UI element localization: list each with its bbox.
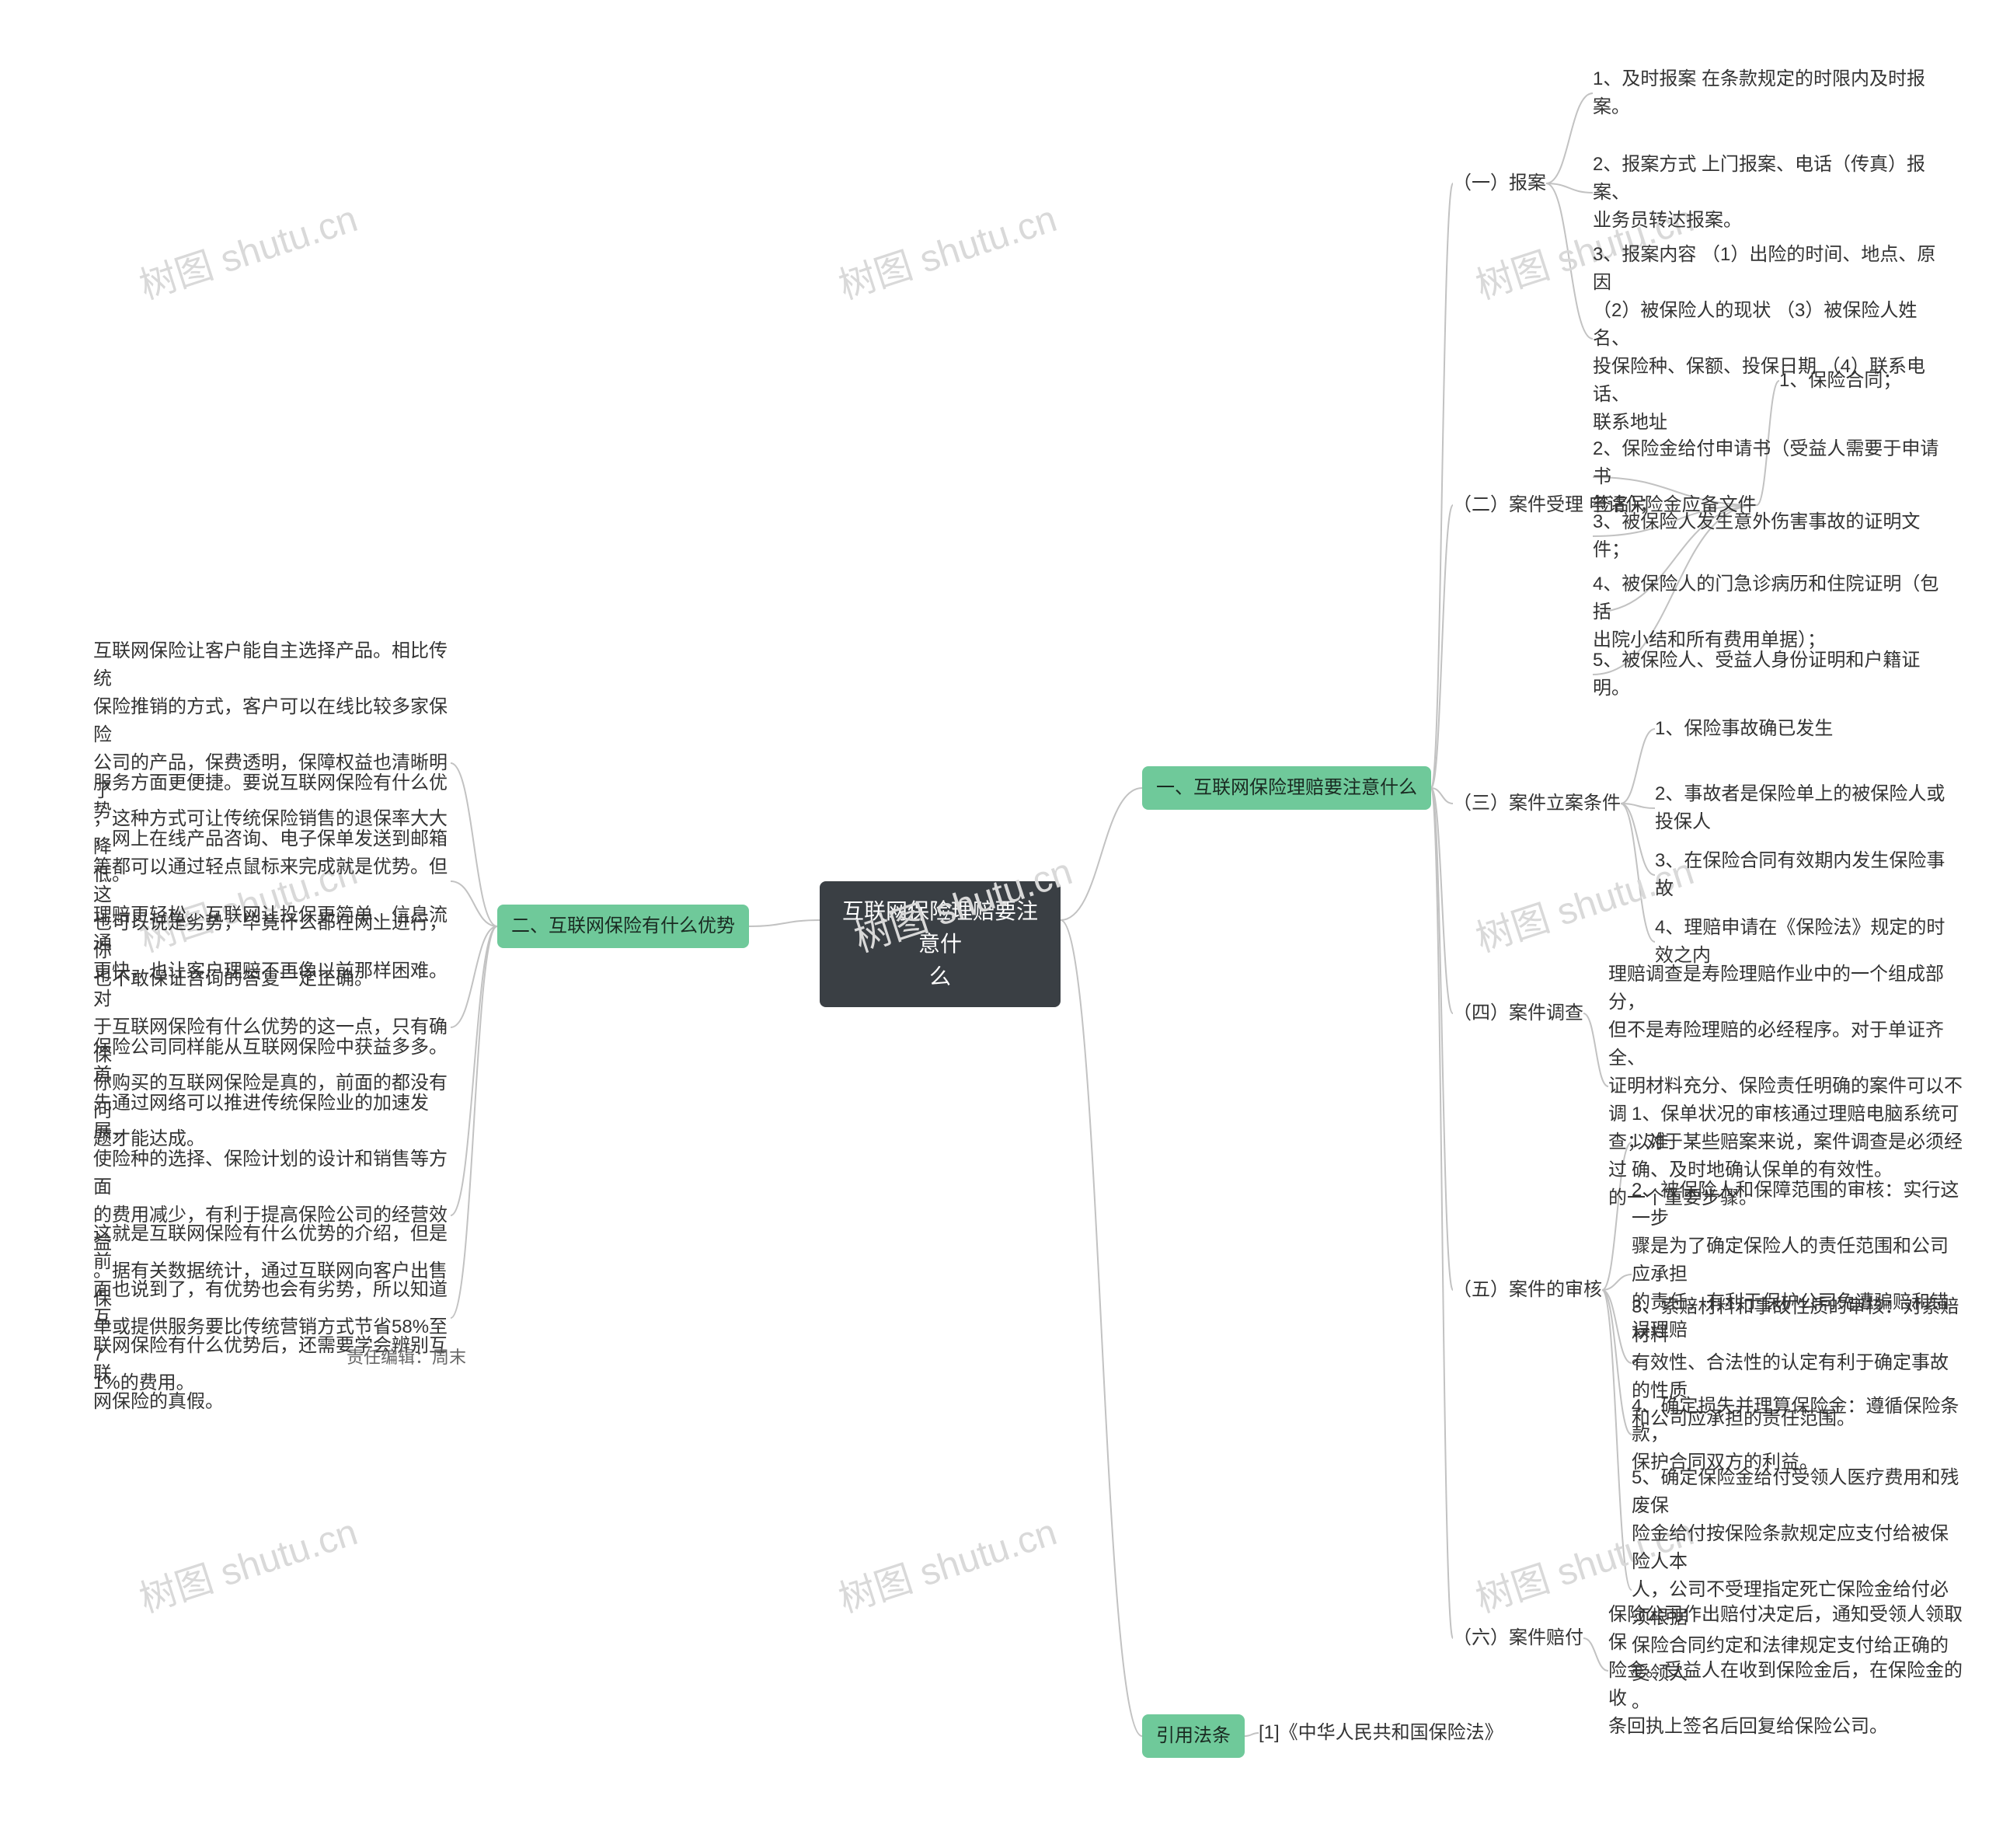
b1-3-leaf-0: 1、保险事故确已发生	[1655, 712, 1950, 746]
b3: 引用法条	[1142, 1714, 1245, 1758]
b2: 二、互联网保险有什么优势	[497, 905, 749, 948]
b1-2-leaf-4: 5、被保险人、受益人身份证明和户籍证明。	[1593, 643, 1950, 706]
watermark-1: 树图 shutu.cn	[831, 188, 1062, 309]
b2-leaf-4: 这就是互联网保险有什么优势的介绍，但是前 面也说到了，有优势也会有劣势，所以知道…	[93, 1217, 451, 1419]
b1: 一、互联网保险理赔要注意什么	[1142, 766, 1431, 810]
b1-3: （三）案件立案条件	[1453, 786, 1621, 821]
b1-2-leaf-0: 1、保险合同；	[1779, 364, 1966, 398]
b1-6-leaf-0: 保险公司作出赔付决定后，通知受领人领取保 险金。受益人在收到保险金后，在保险金的…	[1608, 1598, 1966, 1744]
b3-leaf-0: [1]《中华人民共和国保险法》	[1259, 1716, 1538, 1750]
b1-1: （一）报案	[1453, 166, 1546, 200]
b1-5: （五）案件的审核	[1453, 1273, 1602, 1307]
watermark-6: 树图 shutu.cn	[131, 1501, 363, 1623]
b1-1-leaf-1: 2、报案方式 上门报案、电话（传真）报案、 业务员转达报案。	[1593, 148, 1950, 238]
watermark-0: 树图 shutu.cn	[131, 188, 363, 309]
root-node: 互联网保险理赔要注意什 么	[820, 881, 1061, 1007]
b1-6: （六）案件赔付	[1453, 1621, 1583, 1655]
b1-2-leaf-2: 3、被保险人发生意外伤害事故的证明文件；	[1593, 505, 1950, 567]
b1-1-leaf-0: 1、及时报案 在条款规定的时限内及时报案。	[1593, 62, 1950, 124]
b1-3-leaf-1: 2、事故者是保险单上的被保险人或投保人	[1655, 777, 1950, 839]
watermark-7: 树图 shutu.cn	[831, 1501, 1062, 1623]
b1-3-leaf-2: 3、在保险合同有效期内发生保险事故	[1655, 844, 1950, 906]
b1-1-leaf-2: 3、报案内容 （1）出险的时间、地点、原因 （2）被保险人的现状 （3）被保险人…	[1593, 238, 1950, 440]
editor-credit: 责任编辑：周末	[334, 1337, 479, 1378]
b1-4: （四）案件调查	[1453, 996, 1583, 1030]
